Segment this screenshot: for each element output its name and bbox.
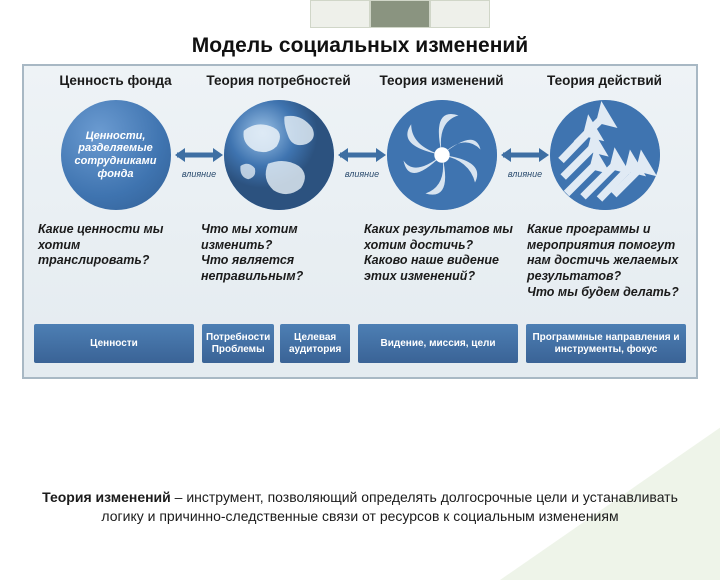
footer-text: – инструмент, позволяющий определять дол…: [101, 489, 677, 524]
arrow-label: влияние: [503, 169, 547, 179]
arrow-label: влияние: [177, 169, 221, 179]
tab-decoration: [310, 0, 370, 28]
col-action: Теория действий: [523, 74, 686, 318]
spiral-icon: [387, 100, 497, 210]
questions: Какие ценности мы хотим транслировать?: [34, 222, 197, 318]
burst-arrows-icon: [550, 100, 660, 210]
col-value: Ценность фонда Ценности, разделяемые сот…: [34, 74, 197, 318]
influence-arrow-icon: [175, 145, 223, 165]
tab-decoration: [430, 0, 490, 28]
col-change: Теория изменений: [360, 74, 523, 318]
questions: Каких результатов мы хотим достичь?Каков…: [360, 222, 523, 318]
col-head: Теория потребностей: [206, 74, 350, 90]
questions: Какие программы и мероприятия помогут на…: [523, 222, 686, 318]
influence-arrow-icon: [338, 145, 386, 165]
tag-vision: Видение, миссия, цели: [358, 324, 518, 363]
circle-spiral: [387, 100, 497, 210]
col-head: Теория действий: [547, 74, 662, 90]
tag-target-audience: Целевая аудитория: [280, 324, 350, 363]
arrow-label: влияние: [340, 169, 384, 179]
circle-text: Ценности, разделяемые сотрудниками фонда: [61, 130, 171, 181]
tag-row: Ценности Потребности Проблемы Целевая ау…: [34, 324, 686, 363]
questions: Что мы хотим изменить?Что является непра…: [197, 222, 360, 318]
col-needs: Теория потребностей: [197, 74, 360, 318]
footer-definition: Теория изменений – инструмент, позволяющ…: [0, 488, 720, 526]
model-frame: Ценность фонда Ценности, разделяемые сот…: [22, 64, 698, 379]
col-head: Теория изменений: [379, 74, 503, 90]
tag-programs: Программные направления и инструменты, ф…: [526, 324, 686, 363]
tag-needs-split: Потребности Проблемы Целевая аудитория: [202, 324, 350, 363]
influence-arrow-icon: [501, 145, 549, 165]
tag-needs-problems: Потребности Проблемы: [202, 324, 274, 363]
tag-values: Ценности: [34, 324, 194, 363]
circle-globe: [224, 100, 334, 210]
circle-wrap: Ценности, разделяемые сотрудниками фонда…: [34, 96, 197, 214]
decorative-tabs: [310, 0, 490, 28]
col-head: Ценность фонда: [59, 74, 171, 90]
circle-values: Ценности, разделяемые сотрудниками фонда: [61, 100, 171, 210]
tab-decoration: [370, 0, 430, 28]
circle-arrows: [550, 100, 660, 210]
footer-term: Теория изменений: [42, 489, 171, 505]
columns-row: Ценность фонда Ценности, разделяемые сот…: [34, 74, 686, 318]
globe-icon: [224, 100, 334, 210]
